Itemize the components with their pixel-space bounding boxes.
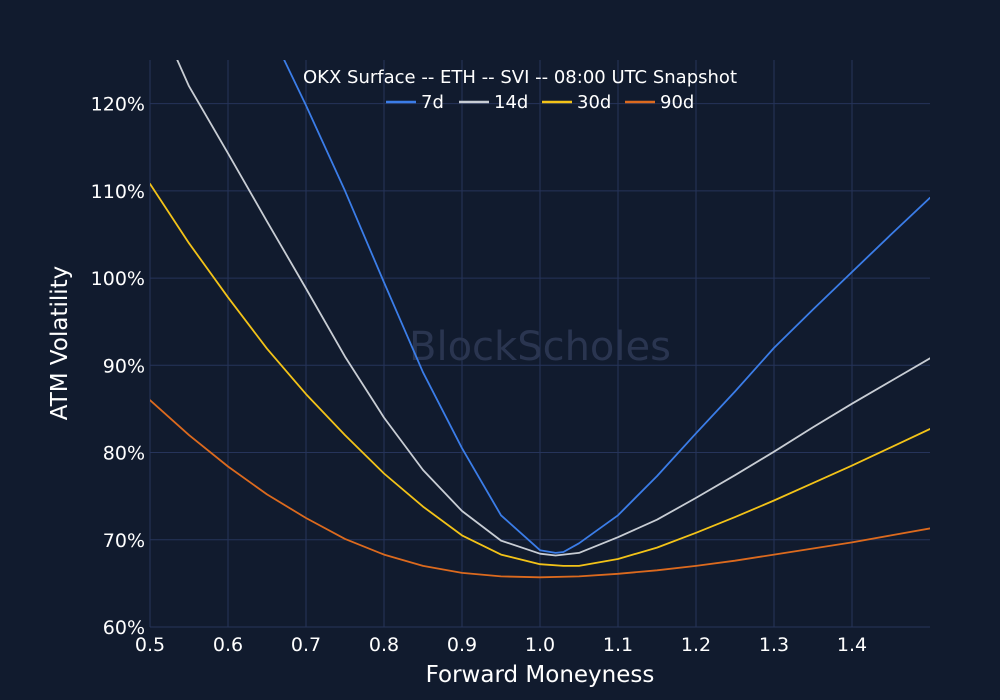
x-axis-ticks: 0.5 0.6 0.7 0.8 0.9 1.0 1.1 1.2 1.3 1.4 xyxy=(135,634,867,656)
x-tick-label: 1.4 xyxy=(837,634,867,656)
x-tick-label: 0.8 xyxy=(369,634,399,656)
x-tick-label: 0.5 xyxy=(135,634,165,656)
y-tick-label: 70% xyxy=(103,530,145,552)
y-tick-label: 60% xyxy=(103,617,145,639)
x-tick-label: 1.1 xyxy=(603,634,633,656)
legend[interactable]: 7d 14d 30d 90d xyxy=(386,92,694,113)
x-tick-label: 0.7 xyxy=(291,634,321,656)
x-tick-label: 1.3 xyxy=(759,634,789,656)
legend-item-90d[interactable]: 90d xyxy=(625,92,694,113)
y-tick-label: 80% xyxy=(103,443,145,465)
x-tick-label: 0.6 xyxy=(213,634,243,656)
x-tick-label: 0.9 xyxy=(447,634,477,656)
watermark: BlockScholes xyxy=(409,324,671,370)
y-tick-label: 100% xyxy=(91,268,145,290)
legend-label: 30d xyxy=(577,92,611,113)
x-tick-label: 1.0 xyxy=(525,634,555,656)
chart-title: OKX Surface -- ETH -- SVI -- 08:00 UTC S… xyxy=(303,67,737,88)
grid xyxy=(149,60,930,628)
y-tick-label: 90% xyxy=(103,355,145,377)
legend-item-30d[interactable]: 30d xyxy=(542,92,611,113)
y-axis-ticks: 60% 70% 80% 90% 100% 110% 120% xyxy=(91,94,145,639)
series-line-30d xyxy=(150,182,930,567)
y-tick-label: 110% xyxy=(91,181,145,203)
y-axis-title: ATM Volatility xyxy=(47,266,73,420)
x-tick-label: 1.2 xyxy=(681,634,711,656)
series-line-90d xyxy=(150,399,930,579)
legend-item-7d[interactable]: 7d xyxy=(386,92,444,113)
series-line-7d xyxy=(283,60,930,554)
legend-label: 7d xyxy=(421,92,444,113)
legend-item-14d[interactable]: 14d xyxy=(459,92,528,113)
legend-label: 14d xyxy=(494,92,528,113)
legend-label: 90d xyxy=(660,92,694,113)
series-lines xyxy=(150,60,930,579)
series-line-14d xyxy=(176,60,930,557)
y-tick-label: 120% xyxy=(91,94,145,116)
x-axis-title: Forward Moneyness xyxy=(426,662,655,688)
